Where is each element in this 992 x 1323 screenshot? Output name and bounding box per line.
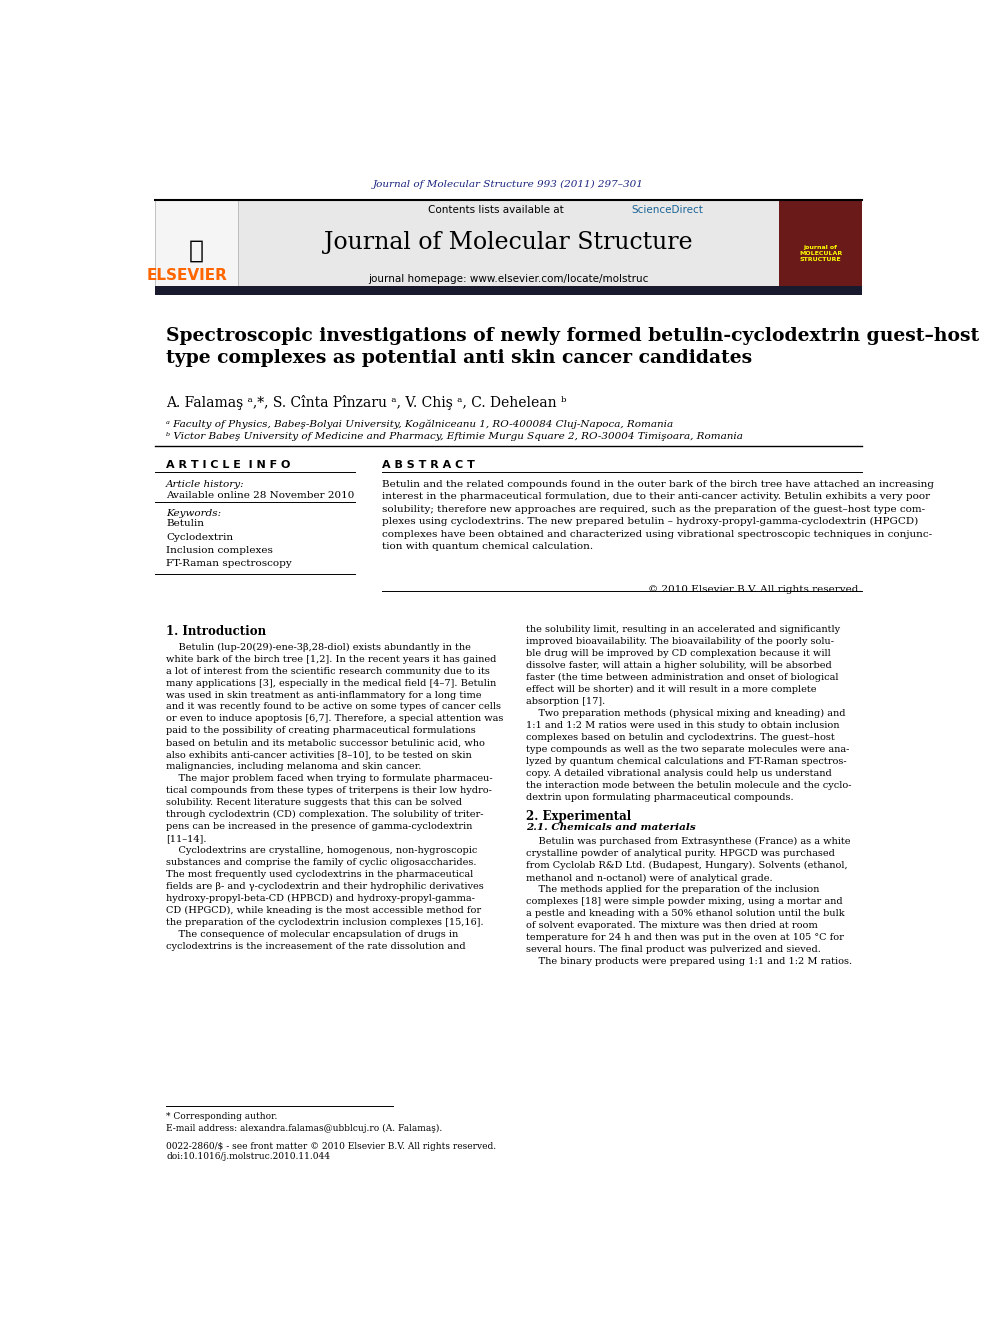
Bar [155,286,862,295]
Text: Betulin: Betulin [167,520,204,528]
Text: Betulin was purchased from Extrasynthese (France) as a white
crystalline powder : Betulin was purchased from Extrasynthese… [526,837,852,966]
Text: FT-Raman spectroscopy: FT-Raman spectroscopy [167,560,292,568]
Text: Inclusion complexes: Inclusion complexes [167,546,273,554]
Text: A B S T R A C T: A B S T R A C T [382,460,474,470]
Text: © 2010 Elsevier B.V. All rights reserved.: © 2010 Elsevier B.V. All rights reserved… [649,585,862,594]
Text: A. Falamaş ᵃ,*, S. Cînta Pînzaru ᵃ, V. Chiş ᵃ, C. Dehelean ᵇ: A. Falamaş ᵃ,*, S. Cînta Pînzaru ᵃ, V. C… [167,396,566,410]
Text: 2.1. Chemicals and materials: 2.1. Chemicals and materials [526,823,695,832]
Text: 2. Experimental: 2. Experimental [526,810,631,823]
Text: doi:10.1016/j.molstruc.2010.11.044: doi:10.1016/j.molstruc.2010.11.044 [167,1152,330,1162]
Text: Journal of Molecular Structure: Journal of Molecular Structure [324,230,692,254]
Text: Spectroscopic investigations of newly formed betulin-cyclodextrin guest–host
typ: Spectroscopic investigations of newly fo… [167,327,979,366]
Text: 1. Introduction: 1. Introduction [167,626,267,638]
Bar [155,200,238,294]
Text: Article history:: Article history: [167,480,245,488]
Text: Keywords:: Keywords: [167,509,221,519]
Text: * Corresponding author.: * Corresponding author. [167,1113,278,1122]
Text: Betulin (lup-20(29)-ene-3β,28-diol) exists abundantly in the
white bark of the b: Betulin (lup-20(29)-ene-3β,28-diol) exis… [167,643,504,951]
Text: Contents lists available at: Contents lists available at [428,205,566,214]
Text: E-mail address: alexandra.falamas@ubblcuj.ro (A. Falamaş).: E-mail address: alexandra.falamas@ubblcu… [167,1123,442,1132]
Text: 0022-2860/$ - see front matter © 2010 Elsevier B.V. All rights reserved.: 0022-2860/$ - see front matter © 2010 El… [167,1142,496,1151]
Text: the solubility limit, resulting in an accelerated and significantly
improved bio: the solubility limit, resulting in an ac… [526,626,851,802]
Bar [238,200,779,294]
Text: A R T I C L E  I N F O: A R T I C L E I N F O [167,460,291,470]
Text: 🌳: 🌳 [188,238,203,262]
Text: Betulin and the related compounds found in the outer bark of the birch tree have: Betulin and the related compounds found … [382,480,933,552]
Bar [779,200,862,294]
Text: ELSEVIER: ELSEVIER [147,269,227,283]
Text: Journal of Molecular Structure 993 (2011) 297–301: Journal of Molecular Structure 993 (2011… [373,180,644,189]
Text: ᵇ Victor Babeş University of Medicine and Pharmacy, Eftimie Murgu Square 2, RO-3: ᵇ Victor Babeş University of Medicine an… [167,431,743,441]
Text: journal of
MOLECULAR
STRUCTURE: journal of MOLECULAR STRUCTURE [799,245,842,262]
Text: ᵃ Faculty of Physics, Babeş-Bolyai University, Kogălniceanu 1, RO-400084 Cluj-Na: ᵃ Faculty of Physics, Babeş-Bolyai Unive… [167,419,674,429]
Text: Cyclodextrin: Cyclodextrin [167,533,233,541]
Text: journal homepage: www.elsevier.com/locate/molstruc: journal homepage: www.elsevier.com/locat… [368,274,649,284]
Text: Available online 28 November 2010: Available online 28 November 2010 [167,491,355,500]
Text: ScienceDirect: ScienceDirect [632,205,703,214]
